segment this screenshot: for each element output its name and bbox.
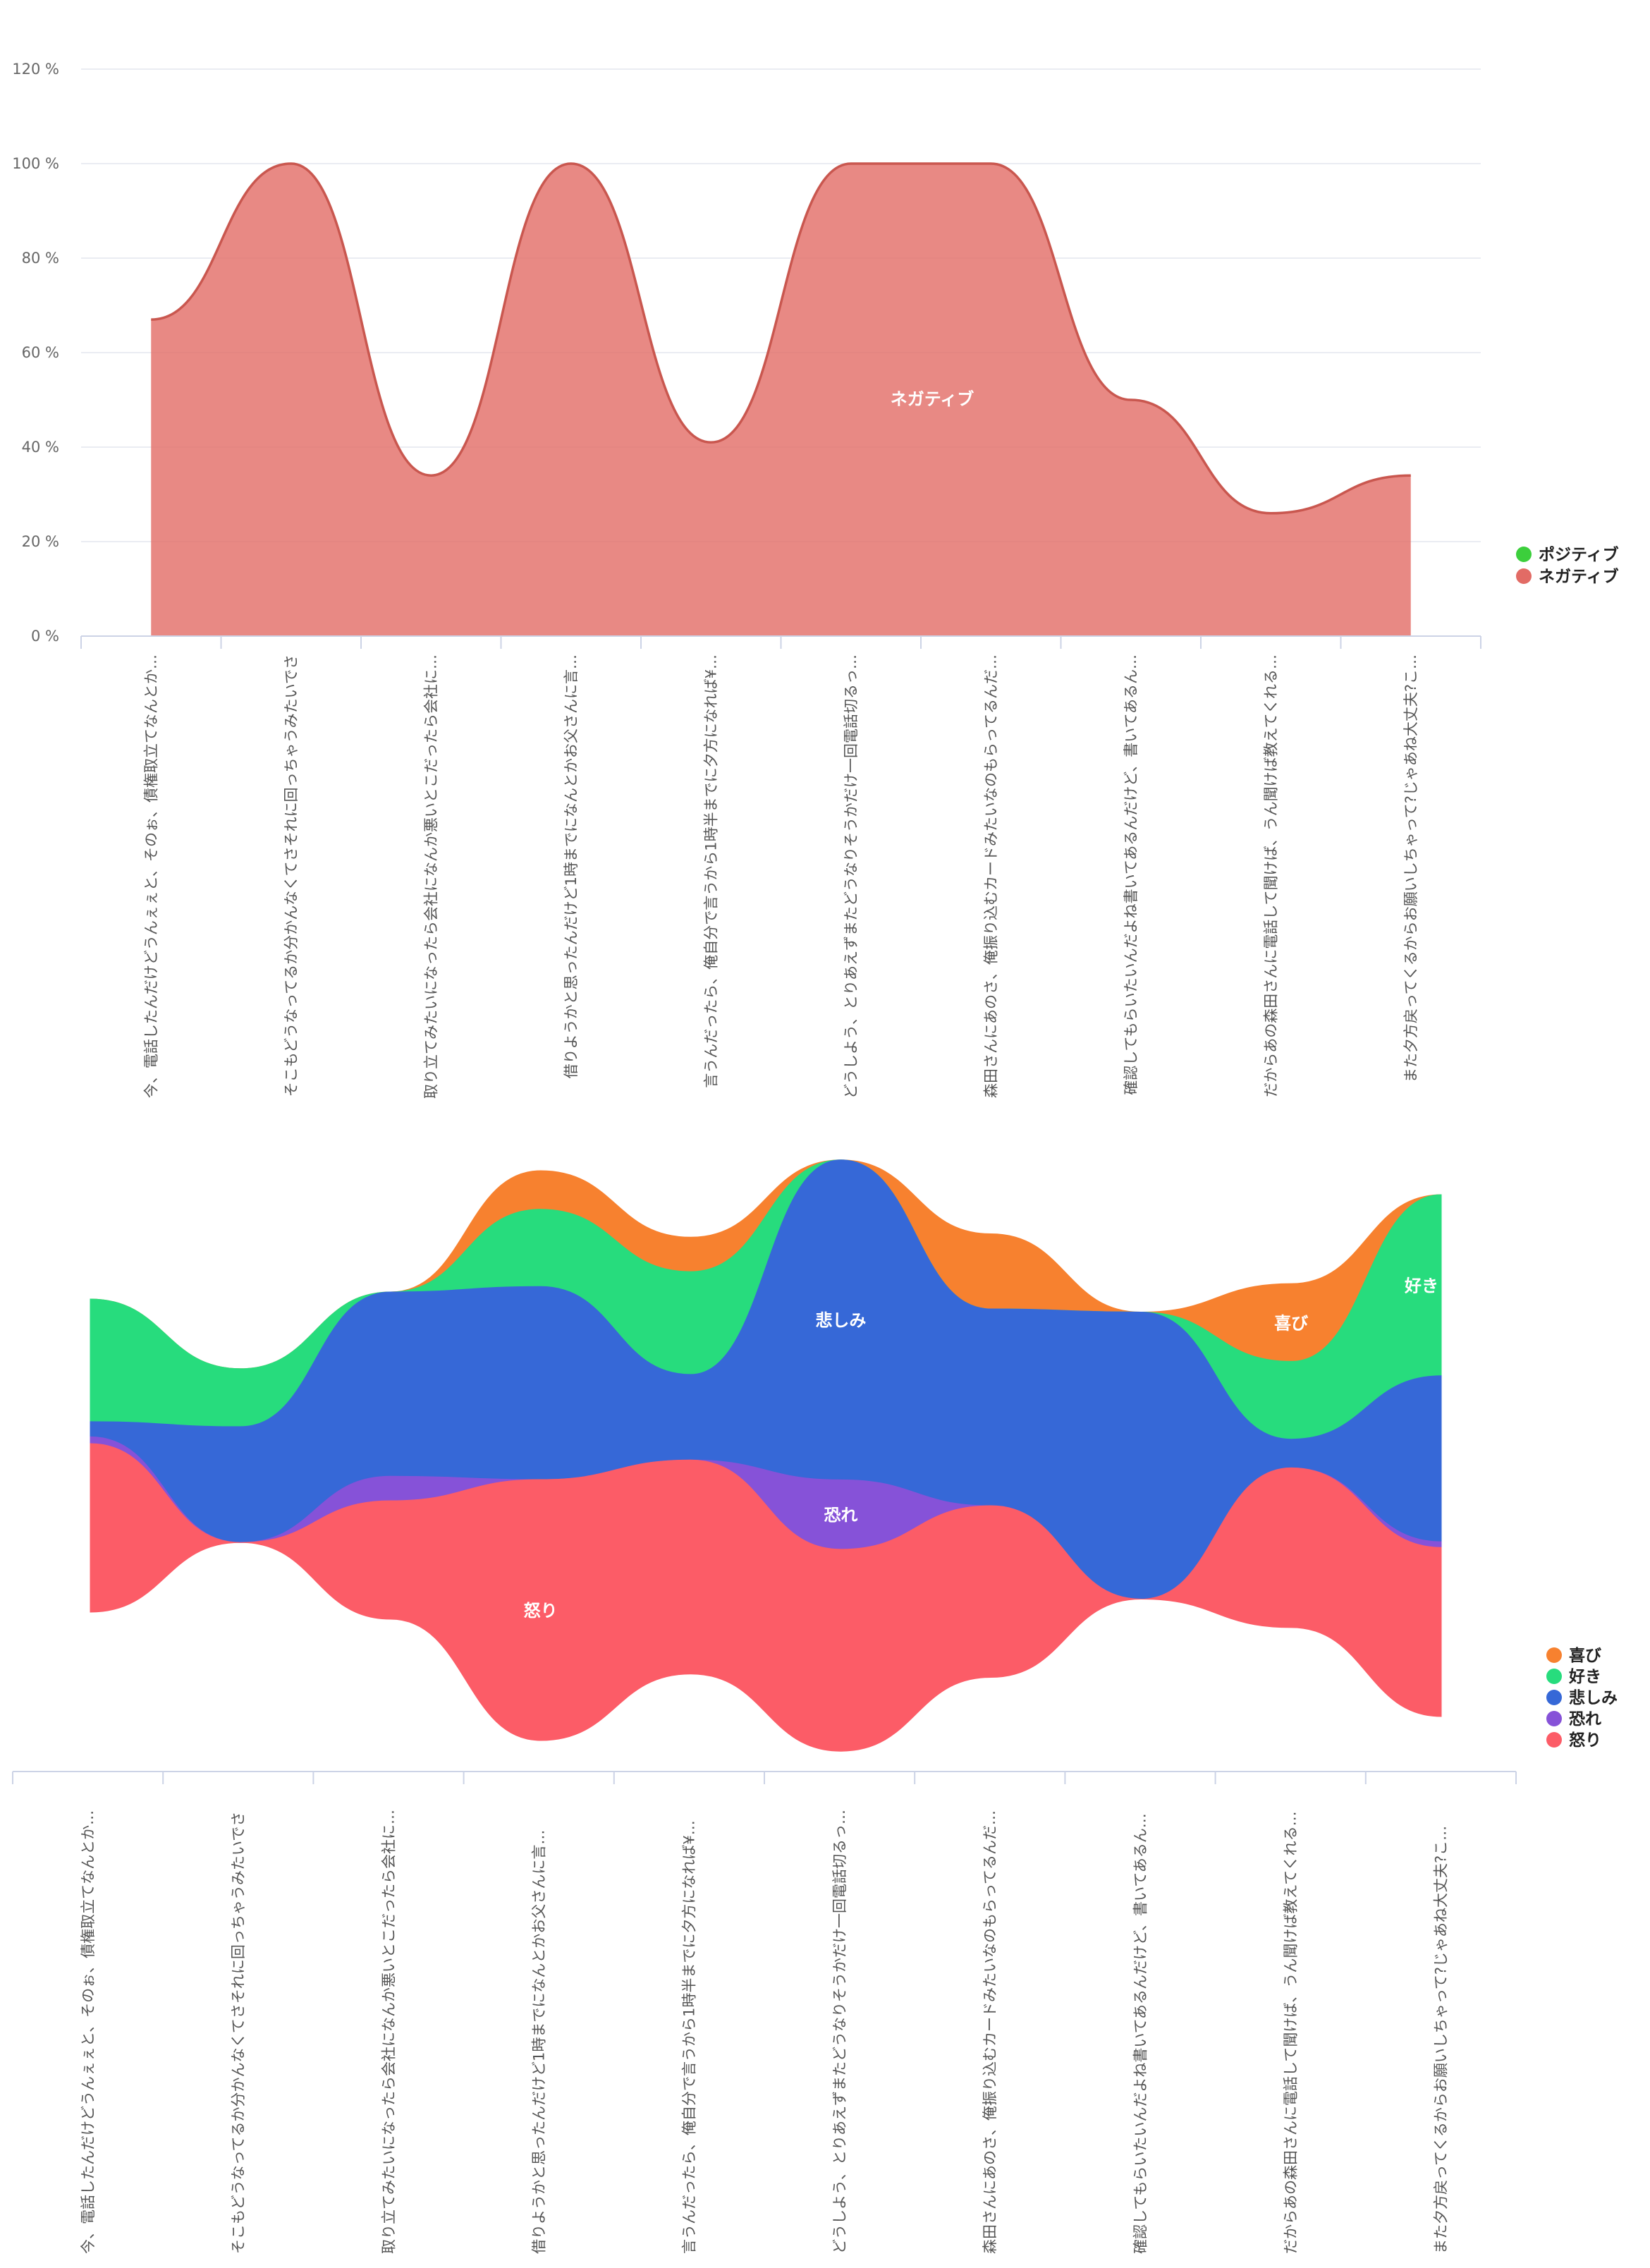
x-tick-label: また夕方戻ってくるからお願いしちゃって?じゃあね大丈夫?こ… xyxy=(1433,1826,1450,2254)
y-tick-label: 20 % xyxy=(22,533,59,550)
legend-label: 喜び xyxy=(1569,1646,1601,1665)
x-tick-label: 借りようかと思ったんだけど1時までになんとかお父さんに言… xyxy=(531,1830,548,2254)
x-tick-label: 取り立てみたいになったら会社になんか悪いとこだったら会社に… xyxy=(380,1810,397,2254)
area-1 xyxy=(151,164,1411,636)
x-axis-labels: 今、電話したんだけどうんぇぇと、そのぉ、債権取立てなんとか… そこもどうなってるか… xyxy=(143,654,1420,1099)
x-tick-label: 取り立てみたいになったら会社になんか悪いとこだったら会社に… xyxy=(423,654,440,1099)
legend-label: ネガティブ xyxy=(1539,567,1619,586)
legend-marker xyxy=(1546,1690,1562,1705)
x-axis-labels: 今、電話したんだけどうんぇぇと、そのぉ、債権取立てなんとか… そこもどうなってるか… xyxy=(80,1810,1450,2254)
y-tick-label: 100 % xyxy=(12,155,59,172)
x-tick-label: 借りようかと思ったんだけど1時までになんとかお父さんに言… xyxy=(563,654,580,1078)
y-tick-label: 0 % xyxy=(31,628,59,645)
x-tick-label: 森田さんにあのさ、俺振り込むカードみたいなのもらってるんだ… xyxy=(982,1810,998,2254)
stream-label: 悲しみ xyxy=(815,1311,866,1331)
y-tick-label: 60 % xyxy=(22,344,59,361)
x-tick-label: 今、電話したんだけどうんぇぇと、そのぉ、債権取立てなんとか… xyxy=(143,654,160,1098)
stream-4 xyxy=(90,1443,1442,1752)
legend-label: 怒り xyxy=(1569,1731,1601,1750)
series-line-1 xyxy=(151,162,1411,515)
x-tick-label: どうしよう、とりあえずまたどうなりそうかだけ一回電話切るっ… xyxy=(831,1810,848,2254)
stream-label: 喜び xyxy=(1274,1313,1308,1333)
x-tick-label: そこもどうなってるか分かんなくてさそれに回っちゃうみたいでさ xyxy=(283,654,300,1097)
x-tick-label: 今、電話したんだけどうんぇぇと、そのぉ、債権取立てなんとか… xyxy=(80,1810,97,2254)
stream-label: 怒り xyxy=(524,1601,558,1621)
legend-marker xyxy=(1516,568,1532,584)
x-tick-label: 確認してもらいたいんだよね書いてあるんだけど、書いてあるん… xyxy=(1123,654,1139,1095)
area-series xyxy=(151,162,1411,636)
legend-marker xyxy=(1546,1732,1562,1748)
x-tick-label: 確認してもらいたいんだよね書いてあるんだけど、書いてあるん… xyxy=(1132,1813,1149,2254)
stream-label: 恐れ xyxy=(824,1506,857,1525)
legend-marker xyxy=(1546,1647,1562,1663)
legend-label: 悲しみ xyxy=(1569,1688,1618,1707)
y-tick-label: 120 % xyxy=(12,61,59,78)
legend-marker xyxy=(1546,1669,1562,1684)
stream-series xyxy=(90,1159,1442,1752)
x-axis xyxy=(12,1771,1517,1784)
x-axis xyxy=(80,635,1481,649)
y-axis-ticks: 0 % 20 % 40 % 60 % 80 % 100 % 120 % xyxy=(12,61,59,645)
legend-label: 恐れ xyxy=(1569,1710,1601,1729)
x-tick-label: また夕方戻ってくるからお願いしちゃって?じゃあね大丈夫?こ… xyxy=(1402,654,1419,1083)
x-tick-label: 言うんだったら、俺自分で言うから1時半までに夕方になれば¥… xyxy=(681,1820,698,2254)
stream-label: 好き xyxy=(1404,1276,1438,1295)
x-tick-label: 森田さんにあのさ、俺振り込むカードみたいなのもらってるんだ… xyxy=(983,654,1000,1098)
x-tick-label: どうしよう、とりあえずまたどうなりそうかだけ一回電話切るっ… xyxy=(843,654,860,1099)
legend-label: ポジティブ xyxy=(1539,545,1619,564)
series-annotation: ネガティブ xyxy=(891,389,974,409)
x-tick-label: だからあの森田さんに電話して聞けば、うん聞けば教えてくれる… xyxy=(1263,654,1280,1097)
legend-label: 好き xyxy=(1568,1668,1601,1686)
x-tick-label: だからあの森田さんに電話して聞けば、うん聞けば教えてくれる… xyxy=(1283,1811,1300,2254)
legend-marker xyxy=(1516,547,1532,562)
sentiment-chart: 0 % 20 % 40 % 60 % 80 % 100 % 120 % 今、電話したんだけど… xyxy=(12,61,1618,1099)
legend-marker xyxy=(1546,1711,1562,1726)
y-tick-label: 80 % xyxy=(22,250,59,267)
x-tick-label: 言うんだったら、俺自分で言うから1時半までに夕方になれば¥… xyxy=(703,654,720,1088)
x-tick-label: そこもどうなってるか分かんなくてさそれに回っちゃうみたいでさ xyxy=(230,1812,247,2254)
y-tick-label: 40 % xyxy=(22,439,59,456)
